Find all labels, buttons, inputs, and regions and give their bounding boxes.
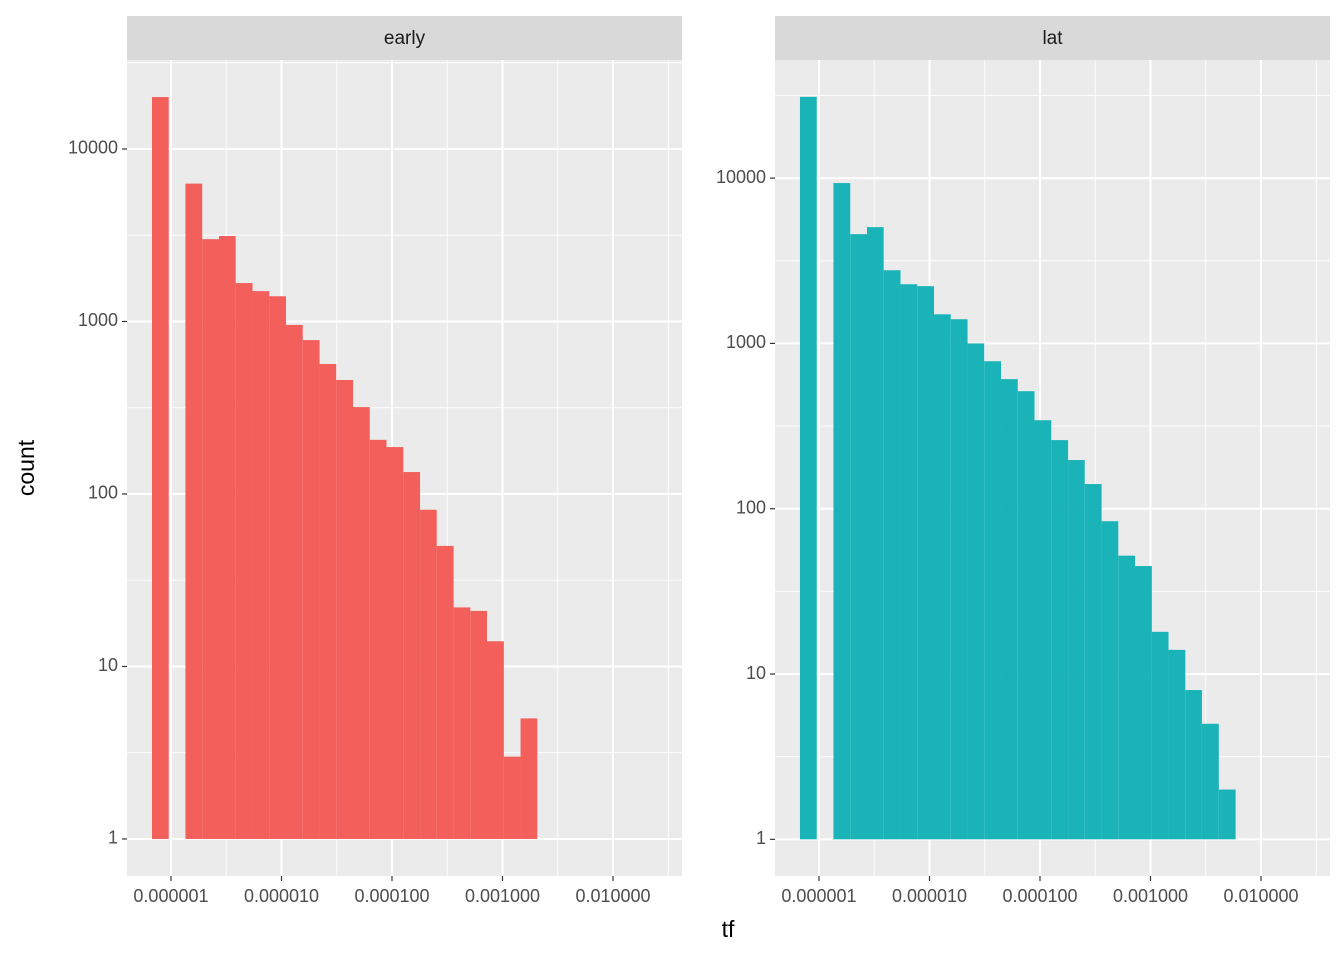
- bar: [420, 509, 437, 839]
- bar: [403, 472, 421, 839]
- bar: [1218, 789, 1236, 840]
- bar: [917, 286, 935, 840]
- y-tick-label: 100: [736, 497, 766, 517]
- bar: [799, 96, 817, 840]
- x-tick-label: 0.001000: [465, 886, 540, 906]
- strip-background: [127, 16, 682, 60]
- bar: [185, 183, 203, 839]
- bar: [1118, 555, 1136, 840]
- bar: [503, 756, 521, 839]
- bar: [850, 234, 867, 840]
- bar: [950, 319, 968, 840]
- bar: [1084, 484, 1102, 840]
- bar: [833, 183, 851, 840]
- x-tick-label: 0.000010: [892, 886, 967, 906]
- bar: [269, 296, 287, 839]
- y-tick-label: 1: [108, 828, 118, 848]
- bar: [1034, 420, 1052, 840]
- strip-label: early: [384, 28, 426, 49]
- strip-background: [775, 16, 1330, 60]
- bar: [487, 641, 504, 839]
- bar: [1135, 566, 1152, 840]
- bar: [302, 340, 320, 839]
- bar: [1168, 649, 1186, 840]
- bar: [1017, 391, 1035, 840]
- bar: [900, 284, 918, 840]
- bar: [436, 545, 454, 839]
- bar: [934, 314, 951, 840]
- bar: [151, 97, 169, 839]
- bar: [336, 379, 354, 839]
- bar: [1185, 690, 1202, 840]
- bar: [453, 607, 471, 839]
- bar: [1101, 521, 1119, 840]
- y-tick-label: 1000: [726, 332, 766, 352]
- bar: [1051, 440, 1069, 840]
- y-tick-label: 10: [98, 655, 118, 675]
- x-tick-label: 0.000010: [244, 886, 319, 906]
- bar: [218, 236, 236, 839]
- bar: [1201, 723, 1219, 840]
- x-axis-title: tf: [722, 916, 735, 942]
- y-tick-label: 10000: [716, 167, 766, 187]
- bar: [386, 447, 404, 839]
- bar: [286, 324, 303, 839]
- x-tick-label: 0.000100: [1002, 886, 1077, 906]
- bar: [252, 291, 270, 839]
- y-tick-label: 1: [756, 828, 766, 848]
- bar: [1068, 460, 1085, 840]
- y-tick-label: 1000: [78, 310, 118, 330]
- bar: [202, 239, 219, 839]
- bar: [1151, 631, 1169, 840]
- bar: [470, 610, 488, 839]
- bar: [1001, 379, 1018, 840]
- x-tick-label: 0.001000: [1113, 886, 1188, 906]
- x-tick-label: 0.010000: [1223, 886, 1298, 906]
- x-tick-label: 0.010000: [575, 886, 650, 906]
- bar: [235, 283, 253, 839]
- x-tick-label: 0.000100: [354, 886, 429, 906]
- y-axis-title: count: [13, 439, 39, 496]
- x-tick-label: 0.000001: [781, 886, 856, 906]
- bar: [369, 439, 387, 839]
- bar: [967, 343, 985, 840]
- strip-label: lat: [1042, 28, 1063, 49]
- bar: [984, 361, 1002, 840]
- bar: [883, 270, 901, 840]
- y-tick-label: 10000: [68, 138, 118, 158]
- bar: [353, 407, 370, 839]
- bar: [520, 718, 538, 839]
- bar: [866, 227, 884, 840]
- bar: [319, 363, 337, 839]
- y-tick-label: 10: [746, 663, 766, 683]
- x-tick-label: 0.000001: [133, 886, 208, 906]
- y-tick-label: 100: [88, 483, 118, 503]
